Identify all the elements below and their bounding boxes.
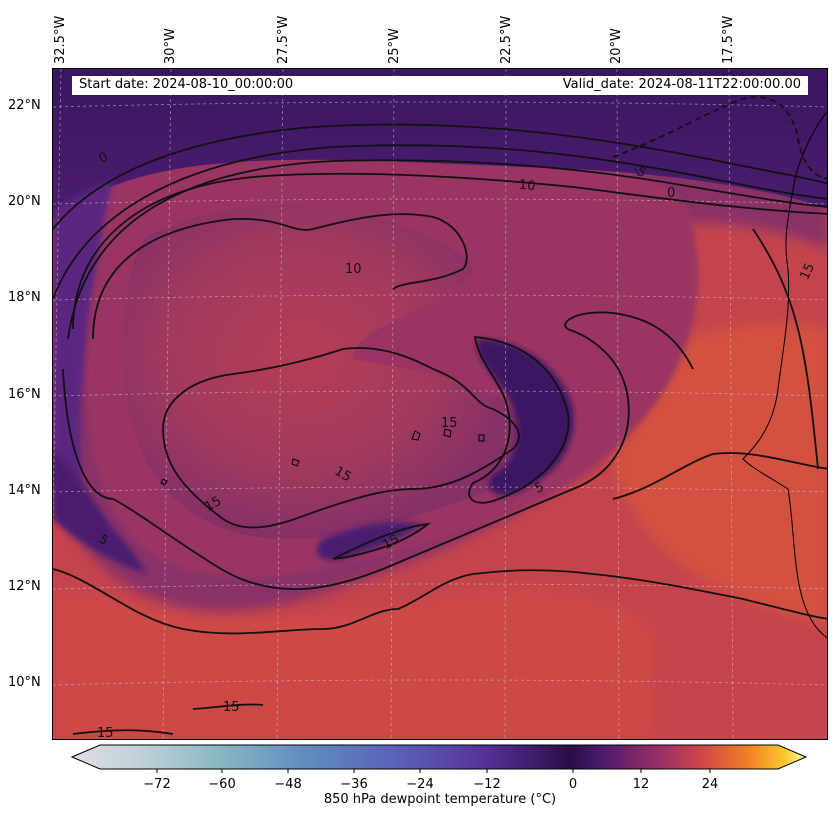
contour-15-south-2 <box>72 729 174 735</box>
contour-10-inner <box>92 213 468 340</box>
contour-label-15-s2: 15 <box>223 700 240 715</box>
lon-label-20w: 20°W <box>609 28 624 64</box>
lat-label-16n: 16°N <box>8 387 41 402</box>
colorbar-ticks <box>156 769 711 773</box>
field-orange-south <box>53 589 653 739</box>
coastline <box>160 110 827 639</box>
field-dry-north <box>53 69 827 219</box>
cbar-tick-minus36: −36 <box>340 777 367 792</box>
cbar-tick-minus48: −48 <box>274 777 301 792</box>
colorbar-bar <box>70 744 808 770</box>
start-date: Start date: 2024-08-10_00:00:00 <box>79 77 294 92</box>
lat-label-14n: 14°N <box>8 483 41 498</box>
cape-verde-island-5 <box>160 478 168 486</box>
lat-label-22n: 22°N <box>8 98 41 113</box>
cape-verde-island-2 <box>443 428 452 438</box>
cbar-tick-minus24: −24 <box>406 777 433 792</box>
contour-15-west <box>62 311 694 590</box>
cbar-tick-minus60: −60 <box>208 777 235 792</box>
cape-verde-island-1 <box>411 430 421 441</box>
contour-label-10-n: 10 <box>518 178 536 195</box>
contour-15-south <box>53 568 827 635</box>
field-dry-slot-east <box>477 339 574 496</box>
contour-label-15-s3: 15 <box>380 532 402 553</box>
contour-5-outer <box>53 144 827 300</box>
cbar-tick-12: 12 <box>633 777 650 792</box>
cbar-tick-24: 24 <box>702 777 719 792</box>
colorbar-tick-labels: −72 −60 −48 −36 −24 −12 0 12 24 <box>143 777 718 792</box>
lat-label-20n: 20°N <box>8 194 41 209</box>
cbar-tick-minus12: −12 <box>473 777 500 792</box>
contour-label-15-s1: 15 <box>97 726 114 740</box>
lat-label-18n: 18°N <box>8 290 41 305</box>
map-panel: 0 10 -5 0 10 15 15 15 15 5 5 15 15 15 <box>52 68 828 740</box>
field-orange-east <box>605 323 827 629</box>
contour-5-south <box>332 522 432 560</box>
lat-label-10n: 10°N <box>8 675 41 690</box>
contour-minus5 <box>612 96 827 180</box>
cbar-tick-0: 0 <box>569 777 577 792</box>
valid-date: Valid_date: 2024-08-11T22:00:00.00 <box>562 77 801 92</box>
contour-label-0-ne: 0 <box>667 186 675 201</box>
dewpoint-map: 0 10 -5 0 10 15 15 15 15 5 5 15 15 15 <box>53 69 827 740</box>
lon-label-25w: 25°W <box>387 28 402 64</box>
contour-15-east-2 <box>752 228 819 470</box>
cbar-tick-minus72: −72 <box>143 777 170 792</box>
lon-label-32-5w: 32.5°W <box>53 15 68 64</box>
contour-15-inner <box>162 347 520 529</box>
contour-label-15-e: 15 <box>797 261 818 282</box>
lon-label-17-5w: 17.5°W <box>721 15 736 64</box>
cape-verde-island-3 <box>478 434 485 442</box>
contour-label-15-center: 15 <box>441 416 458 431</box>
lat-label-12n: 12°N <box>8 579 41 594</box>
lon-label-22-5w: 22.5°W <box>499 15 514 64</box>
colorbar-label: 850 hPa dewpoint temperature (°C) <box>323 792 557 807</box>
colorbar: −72 −60 −48 −36 −24 −12 0 12 24 <box>70 744 808 792</box>
cape-verde-island-4 <box>291 458 300 467</box>
field-dry-west <box>53 179 113 489</box>
contour-5-inner <box>468 336 570 504</box>
graticule <box>53 69 827 739</box>
contour-0-outer <box>53 123 827 230</box>
contour-label-15-sw: 15 <box>202 494 224 515</box>
contour-label-10-core: 10 <box>345 262 362 277</box>
contour-15-east <box>612 452 827 500</box>
africa-coast <box>742 110 827 639</box>
date-banner: Start date: 2024-08-10_00:00:00 Valid_da… <box>72 76 808 95</box>
lon-label-27-5w: 27.5°W <box>276 15 291 64</box>
contour-15-south-3 <box>192 703 264 710</box>
contour-label-15-mid: 15 <box>332 464 354 485</box>
contour-10-outer <box>67 159 827 340</box>
contour-lines <box>53 96 827 735</box>
lon-label-30w: 30°W <box>163 28 178 64</box>
contour-15-outer <box>72 172 827 330</box>
field-dry-slot-west <box>53 449 148 574</box>
field-core <box>122 205 522 539</box>
